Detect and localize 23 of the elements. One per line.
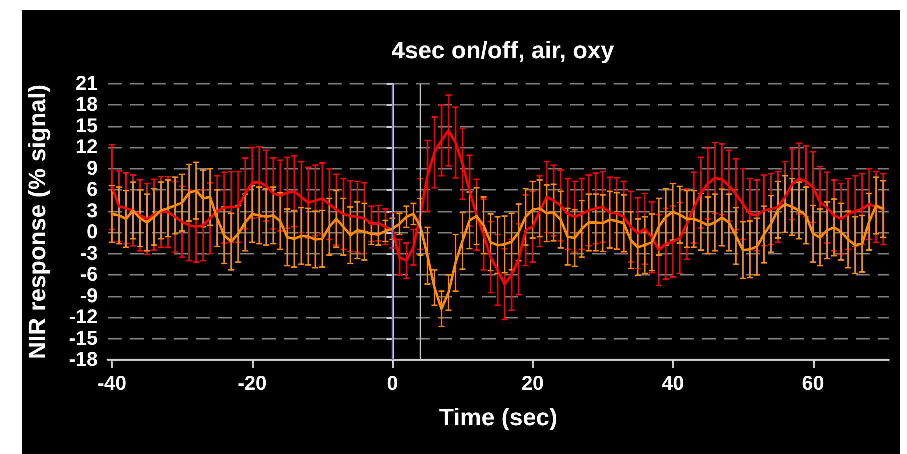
chart-title: 4sec on/off, air, oxy (392, 38, 616, 64)
y-tick-label: 21 (76, 73, 98, 95)
y-tick-label: -18 (69, 349, 98, 371)
y-tick-label: 15 (76, 115, 98, 138)
x-tick-label: 40 (662, 373, 684, 395)
y-axis-title: NIR response (% signal) (24, 84, 52, 360)
y-tick-label: -6 (80, 264, 98, 286)
x-tick-label: 20 (522, 373, 544, 395)
y-tick-label: 3 (86, 200, 98, 222)
y-tick-label: -9 (80, 285, 98, 308)
y-tick-label: 0 (86, 222, 98, 244)
y-tick-label: -3 (80, 242, 98, 265)
y-tick-label: 9 (86, 158, 98, 180)
y-tick-label: -12 (69, 306, 98, 329)
x-tick-label: 60 (802, 373, 824, 395)
x-tick-label: -40 (98, 373, 127, 395)
y-tick-label: -15 (69, 328, 98, 350)
y-tick-label: 6 (86, 179, 98, 202)
x-tick-label: -20 (238, 373, 267, 395)
y-tick-label: 12 (76, 136, 98, 159)
x-tick-label: 0 (387, 373, 398, 395)
x-axis-title: Time (sec) (439, 404, 558, 432)
y-tick-label: 18 (76, 94, 98, 116)
